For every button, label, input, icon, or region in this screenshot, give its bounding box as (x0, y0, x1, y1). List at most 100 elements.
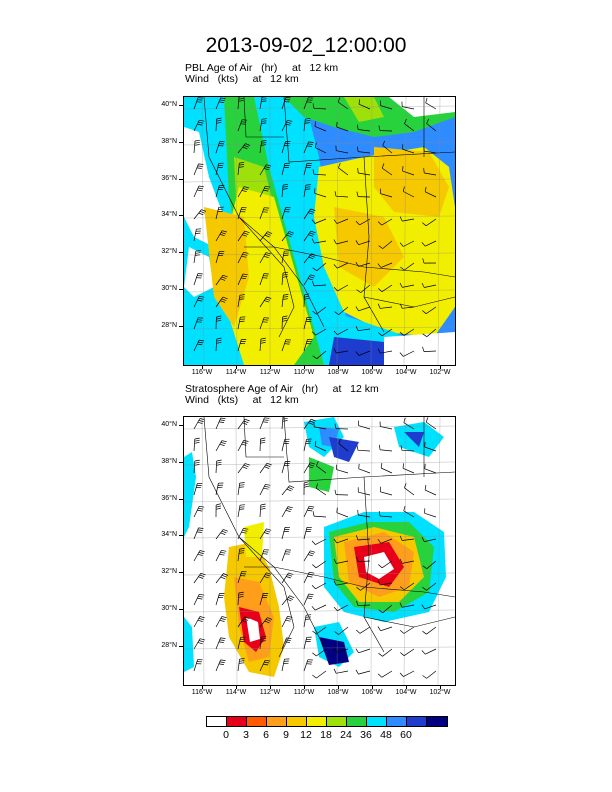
wind-barb (357, 538, 371, 541)
wind-barb (336, 560, 349, 564)
wind-barb-feather (216, 339, 222, 342)
wind-barb-feather (283, 296, 289, 298)
wind-barb-feather (216, 341, 222, 344)
lon-label: 110°W (293, 369, 315, 376)
wind-barb-feather (306, 597, 313, 600)
lon-label: 106°W (361, 689, 383, 696)
wind-barb (381, 670, 393, 678)
wind-barb-feather (219, 639, 225, 641)
wind-barb-feather (400, 652, 405, 656)
wind-barb-feather (242, 234, 248, 237)
wind-barb-feather (197, 597, 203, 600)
lat-label: 28°N (161, 322, 177, 329)
wind-barb-feather (333, 668, 337, 674)
wind-barb-feather (220, 232, 226, 235)
wind-barb-feather (243, 527, 249, 530)
wind-barb-feather (238, 552, 245, 554)
wind-barb (402, 218, 415, 222)
wind-barb-feather (265, 530, 271, 533)
wind-barb (281, 506, 289, 518)
wind-barb-feather (378, 288, 383, 292)
wind-barb (358, 129, 371, 132)
wind-barb-feather (264, 234, 270, 238)
wind-barb (380, 262, 393, 268)
wind-barb (316, 648, 327, 657)
wind-barb-feather (223, 573, 229, 576)
wind-barb-feather (266, 296, 272, 299)
wind-barb-feather (304, 481, 309, 484)
wind-barb-feather (265, 464, 271, 468)
wind-barb-feather (356, 289, 361, 293)
wind-barb-feather (239, 161, 245, 164)
wind-barb-feather (356, 587, 361, 591)
wind-barb-feather (308, 256, 314, 260)
wind-barb-feather (239, 296, 245, 298)
lat-tick (179, 252, 183, 253)
lon-tick (202, 365, 203, 369)
colorbar-label: 60 (400, 729, 412, 741)
wind-barb (314, 218, 327, 224)
wind-barb-feather (238, 97, 244, 100)
wind-barb-feather (267, 617, 273, 620)
wind-barb-feather (242, 146, 248, 150)
wind-barb-feather (197, 619, 203, 622)
wind-barb-feather (221, 440, 227, 443)
wind-barb (424, 172, 437, 176)
wind-barb-feather (195, 252, 201, 254)
wind-barb-feather (263, 255, 269, 258)
colorbar-label: 9 (283, 729, 289, 741)
wind-barb-feather (355, 629, 361, 634)
colorbar-label: 12 (300, 729, 312, 741)
wind-barb-feather (220, 417, 226, 420)
wind-barb-feather (198, 527, 204, 529)
wind-barb-feather (312, 564, 317, 569)
wind-barb (424, 489, 437, 496)
wind-barb-feather (198, 185, 204, 188)
wind-barb-feather (194, 437, 200, 440)
colorbar-label: 0 (223, 729, 229, 741)
wind-barb-feather (260, 508, 266, 510)
wind-barb-feather (197, 642, 203, 645)
wind-barb-feather (263, 168, 269, 171)
wind-barb (358, 306, 371, 312)
lat-tick (179, 215, 183, 216)
wind-barb-feather (199, 574, 205, 578)
wind-barb-feather (311, 219, 316, 224)
lon-label: 108°W (327, 369, 349, 376)
wind-barb-feather (334, 311, 339, 315)
wind-barb (425, 191, 437, 198)
wind-barb (404, 123, 415, 132)
wind-barb-feather (310, 550, 316, 553)
wind-barb-feather (265, 483, 271, 486)
wind-barb-feather (196, 531, 202, 533)
wind-barb-feather (261, 98, 267, 100)
wind-barb (403, 350, 415, 357)
wind-barb-feather (357, 509, 359, 516)
wind-barb-feather (243, 251, 249, 254)
wind-barb (380, 449, 393, 452)
wind-barb-feather (219, 99, 225, 101)
wind-barb-feather (378, 245, 383, 249)
wind-barb-feather (378, 444, 381, 450)
wind-barb (259, 97, 263, 110)
wind-barb-feather (285, 576, 292, 579)
lon-tick (440, 685, 441, 689)
wind-barb-feather (355, 351, 360, 356)
wind-barb-feather (403, 417, 406, 423)
wind-barb-feather (312, 652, 317, 657)
wind-barb-feather (304, 122, 310, 124)
wind-barb-feather (307, 509, 313, 512)
wind-barb (425, 102, 437, 110)
wind-barb-feather (305, 186, 311, 188)
wind-barb-feather (421, 242, 426, 247)
lon-label: 110°W (293, 689, 315, 696)
lon-tick (270, 365, 271, 369)
wind-barb-feather (426, 118, 430, 124)
colorbar-swatch (267, 717, 287, 726)
lon-tick (338, 365, 339, 369)
wind-barb-feather (399, 242, 404, 247)
wind-barb (259, 438, 261, 452)
wind-barb (335, 195, 349, 198)
wind-barb-feather (194, 144, 200, 146)
wind-barb (215, 440, 223, 452)
